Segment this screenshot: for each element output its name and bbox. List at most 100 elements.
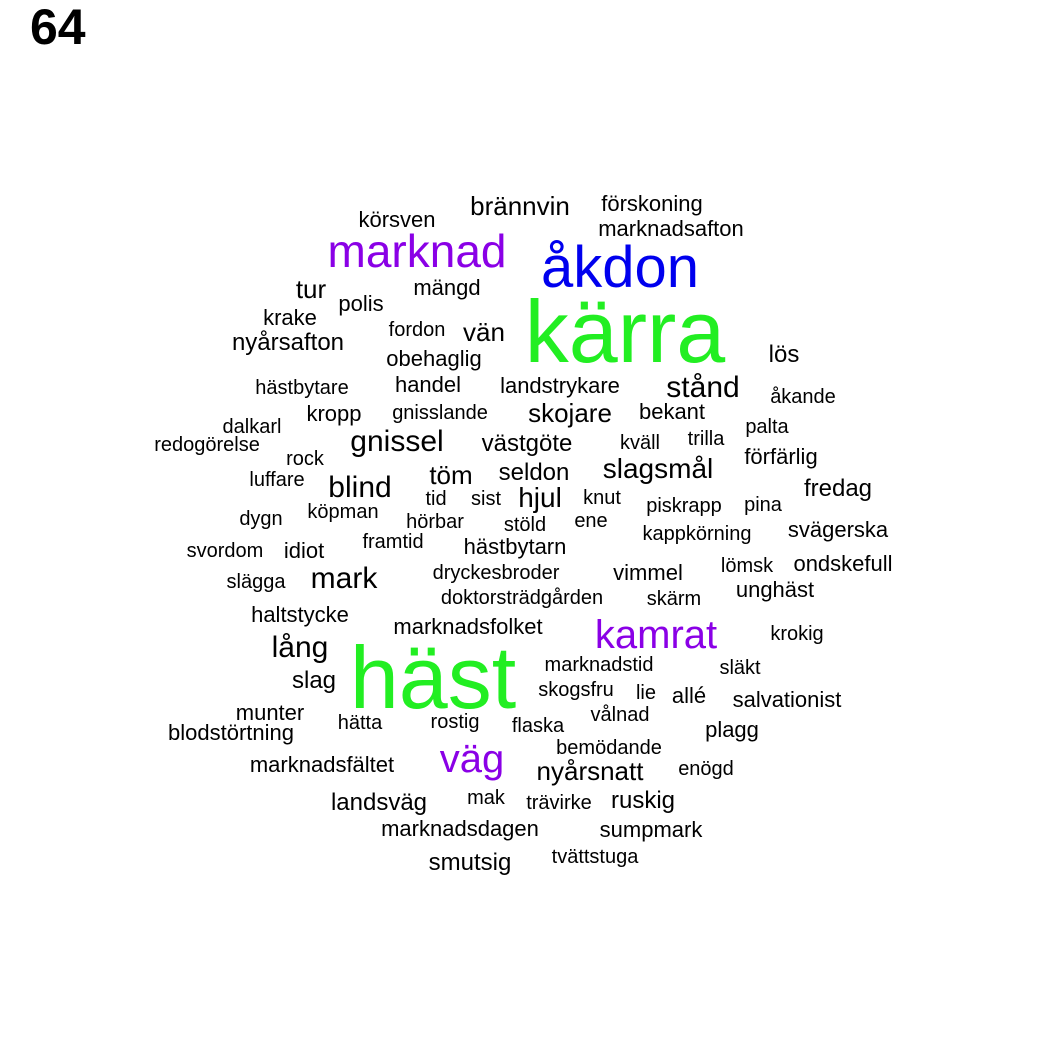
cloud-word: trilla — [687, 428, 725, 450]
cloud-word: stånd — [666, 371, 740, 404]
cloud-word: bekant — [638, 399, 706, 424]
cloud-word: tid — [425, 488, 447, 510]
cloud-word: rostig — [430, 711, 480, 733]
page-number: 64 — [30, 0, 86, 55]
cloud-word: krake — [263, 305, 317, 330]
cloud-word: svordom — [186, 540, 264, 562]
cloud-word: tvättstuga — [551, 846, 639, 868]
cloud-word: lång — [271, 631, 329, 664]
cloud-word: åkdon — [540, 235, 700, 300]
cloud-word: hästbytarn — [463, 534, 567, 559]
cloud-word: framtid — [362, 531, 424, 553]
cloud-word: munter — [235, 700, 305, 725]
cloud-word: landstrykare — [500, 373, 620, 398]
cloud-word: förskoning — [601, 191, 703, 216]
cloud-word: dygn — [239, 508, 283, 530]
cloud-word: unghäst — [735, 577, 815, 602]
cloud-word: rock — [286, 448, 324, 470]
cloud-word: salvationist — [732, 687, 842, 712]
cloud-word: stöld — [503, 514, 547, 536]
cloud-word: piskrapp — [646, 495, 722, 517]
cloud-word: lömsk — [720, 555, 774, 577]
cloud-word: bemödande — [556, 737, 662, 759]
cloud-word: mängd — [413, 275, 481, 300]
cloud-word: doktorsträdgården — [440, 587, 604, 609]
cloud-word: töm — [429, 460, 473, 490]
cloud-word: fredag — [803, 475, 873, 502]
cloud-word: köpman — [307, 501, 379, 523]
cloud-word: åkande — [770, 386, 836, 408]
cloud-word: skärm — [646, 588, 702, 610]
cloud-word: ene — [574, 510, 608, 532]
cloud-word: landsväg — [330, 789, 428, 816]
cloud-word: marknadsfolket — [393, 614, 543, 639]
cloud-word: hjul — [518, 482, 562, 513]
cloud-word: trävirke — [526, 792, 592, 814]
cloud-word: kamrat — [594, 613, 718, 657]
cloud-word: plagg — [705, 717, 759, 742]
cloud-word: handel — [394, 372, 462, 397]
cloud-word: svägerska — [787, 517, 889, 542]
cloud-word: mak — [467, 787, 505, 809]
cloud-word: hörbar — [406, 511, 464, 533]
cloud-word: sumpmark — [599, 817, 703, 842]
cloud-word: väg — [439, 737, 505, 781]
cloud-word: mark — [310, 562, 378, 595]
cloud-word: blind — [328, 471, 392, 504]
cloud-word: kärra — [524, 282, 726, 381]
cloud-word: luffare — [249, 469, 305, 491]
cloud-word: gnissel — [350, 425, 444, 458]
cloud-word: idiot — [283, 538, 325, 563]
cloud-word: fordon — [388, 319, 446, 341]
cloud-word: vän — [463, 317, 505, 347]
cloud-word: haltstycke — [251, 602, 349, 627]
cloud-word: västgöte — [481, 430, 573, 457]
cloud-word: lös — [768, 341, 800, 368]
cloud-word: blodstörtning — [168, 720, 294, 745]
cloud-word: marknadsfältet — [249, 752, 395, 777]
cloud-word: körsven — [358, 207, 436, 232]
cloud-word: slagsmål — [602, 453, 714, 484]
cloud-word: flaska — [511, 715, 565, 737]
cloud-word: vålnad — [590, 704, 650, 726]
cloud-word: skogsfru — [538, 679, 614, 701]
cloud-word: kropp — [306, 401, 362, 426]
cloud-word: marknad — [327, 225, 507, 277]
cloud-word: dryckesbroder — [432, 562, 560, 584]
cloud-word: marknadsdagen — [381, 816, 539, 841]
cloud-word: slag — [291, 667, 337, 694]
cloud-word: brännvin — [470, 191, 570, 221]
cloud-word: gnisslande — [392, 402, 488, 424]
cloud-word: kappkörning — [642, 523, 752, 545]
cloud-word: allé — [671, 683, 707, 708]
cloud-word: palta — [745, 416, 789, 438]
cloud-word: förfärlig — [744, 444, 818, 469]
cloud-word: släkt — [719, 657, 761, 679]
cloud-word: knut — [583, 487, 621, 509]
cloud-word: kväll — [619, 432, 661, 454]
cloud-word: obehaglig — [386, 346, 482, 371]
cloud-word: smutsig — [428, 849, 512, 876]
cloud-word: hätta — [337, 712, 383, 734]
cloud-word: redogörelse — [154, 434, 260, 456]
cloud-word: marknadstid — [544, 654, 654, 676]
cloud-word: krokig — [770, 623, 824, 645]
cloud-word: tur — [295, 274, 327, 304]
cloud-word: skojare — [528, 398, 612, 428]
cloud-word: lie — [635, 682, 657, 704]
cloud-word: dalkarl — [222, 416, 282, 438]
cloud-word: sist — [471, 488, 501, 510]
cloud-word: slägga — [226, 571, 286, 593]
cloud-word: pina — [744, 494, 782, 516]
cloud-word: enögd — [678, 758, 734, 780]
cloud-word: ruskig — [610, 787, 676, 814]
cloud-word: marknadsafton — [598, 216, 744, 241]
cloud-word: nyårsafton — [231, 329, 345, 356]
cloud-word: seldon — [498, 459, 570, 486]
cloud-word: häst — [349, 628, 517, 727]
cloud-word: hästbytare — [255, 377, 349, 399]
cloud-word: vimmel — [613, 560, 683, 585]
cloud-word: ondskefull — [793, 551, 893, 576]
cloud-word: nyårsnatt — [536, 756, 644, 786]
